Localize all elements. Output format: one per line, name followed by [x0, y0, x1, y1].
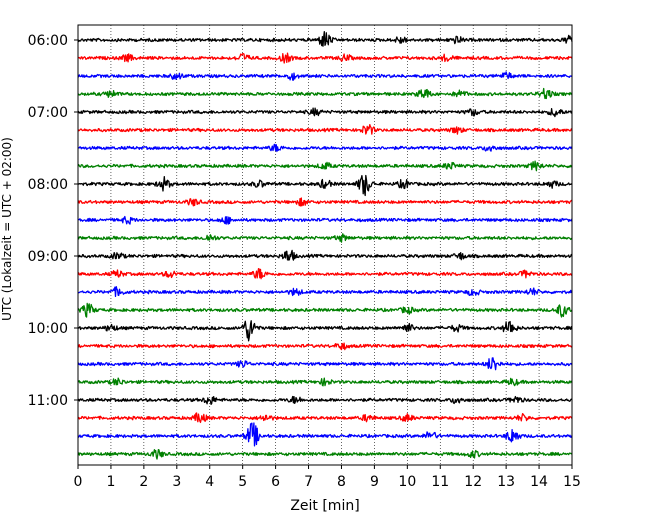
- y-tick-label: 07:00: [28, 105, 68, 121]
- x-tick-label: 7: [304, 474, 313, 490]
- y-axis: 06:00 07:00 08:00 09:00 10:00 11:00: [28, 33, 78, 409]
- trace-0730: [78, 143, 573, 153]
- trace-0715: [77, 123, 573, 135]
- trace-0915: [77, 268, 573, 280]
- trace-1115: [78, 412, 573, 424]
- trace-group: [77, 31, 573, 460]
- trace-0745: [77, 160, 573, 172]
- x-tick-label: 10: [398, 474, 416, 490]
- y-tick-label: 10:00: [28, 321, 68, 337]
- x-tick-label: 9: [370, 474, 379, 490]
- trace-1045: [77, 377, 573, 387]
- trace-0900: [77, 249, 573, 261]
- x-gridlines: [110, 25, 540, 465]
- trace-1000: [77, 320, 573, 342]
- x-tick-label: 14: [530, 474, 548, 490]
- trace-0800: [77, 174, 573, 197]
- x-tick-label: 15: [563, 474, 581, 490]
- plot-frame: [77, 24, 573, 466]
- trace-1030: [77, 357, 573, 371]
- y-tick-label: 06:00: [28, 33, 68, 49]
- x-tick-label: 6: [271, 474, 280, 490]
- x-tick-label: 4: [205, 474, 214, 490]
- trace-0945: [77, 302, 573, 318]
- trace-1130: [77, 422, 573, 447]
- x-axis: 0 1 2 3 4 5 6 7 8 9 10 11 12 13 14 15: [74, 465, 581, 490]
- x-tick-label: 12: [464, 474, 482, 490]
- trace-0815: [77, 197, 573, 207]
- x-axis-label: Zeit [min]: [290, 498, 359, 514]
- trace-0600: [77, 31, 573, 47]
- trace-1015: [77, 342, 573, 351]
- x-tick-label: 13: [497, 474, 515, 490]
- x-tick-label: 3: [172, 474, 181, 490]
- trace-0830: [77, 215, 573, 225]
- trace-0930: [77, 285, 573, 298]
- trace-1145: [77, 448, 573, 460]
- y-axis-label: UTC (Lokalzeit = UTC + 02:00): [0, 137, 14, 321]
- x-tick-label: 2: [139, 474, 148, 490]
- trace-0700: [77, 107, 573, 118]
- y-tick-label: 08:00: [28, 177, 68, 193]
- trace-0845: [77, 233, 573, 243]
- trace-0645: [77, 87, 573, 100]
- trace-0630: [77, 71, 573, 81]
- x-tick-label: 0: [74, 474, 83, 490]
- x-tick-label: 1: [106, 474, 115, 490]
- x-tick-label: 11: [431, 474, 449, 490]
- trace-0615: [77, 52, 573, 64]
- y-tick-label: 11:00: [28, 393, 68, 409]
- trace-1100: [77, 395, 572, 405]
- y-tick-label: 09:00: [28, 249, 68, 265]
- x-tick-label: 8: [337, 474, 346, 490]
- x-tick-label: 5: [238, 474, 247, 490]
